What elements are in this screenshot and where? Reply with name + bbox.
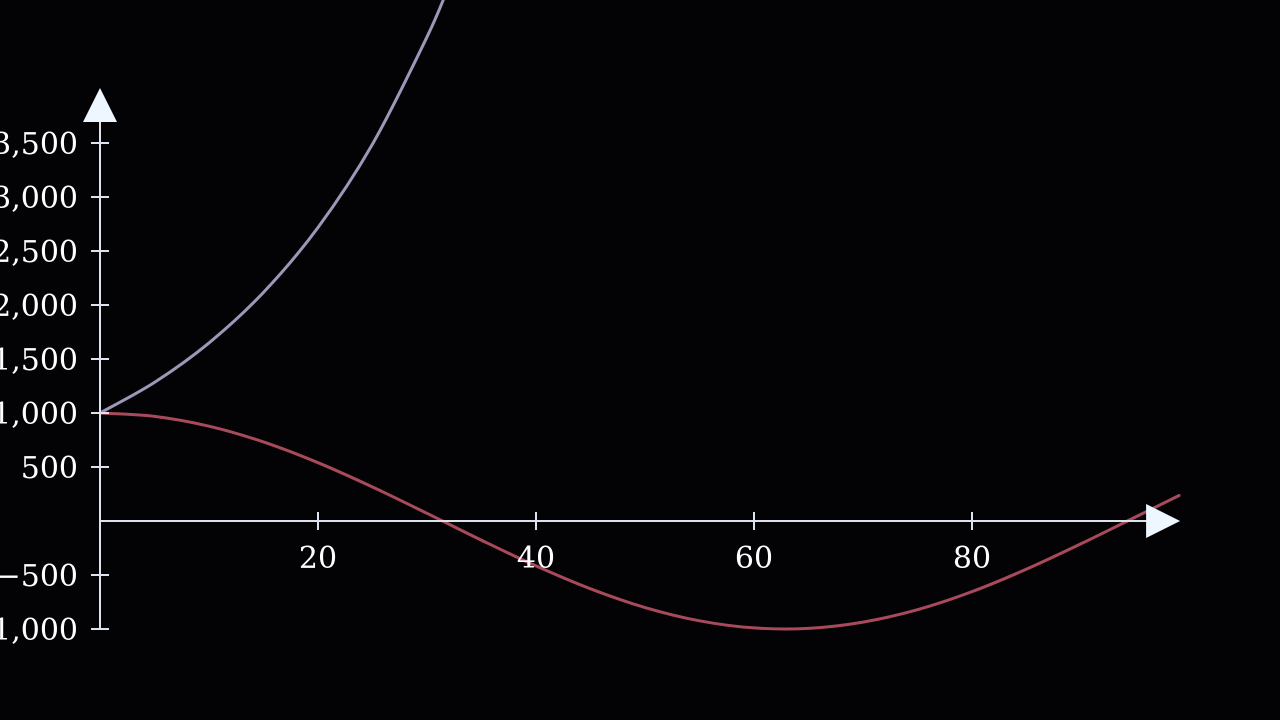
series-line-0 bbox=[98, 0, 445, 415]
tick-labels: 20 40 60 80 −1,000 −500 500 1,000 1,500 2,000 2,50… bbox=[0, 127, 991, 648]
axes bbox=[83, 88, 1181, 630]
y-tick-label: 1,500 bbox=[0, 343, 78, 378]
y-tick-label: 3,000 bbox=[0, 181, 78, 216]
y-axis-arrow-icon bbox=[83, 88, 117, 122]
x-axis-arrow-icon bbox=[1146, 504, 1181, 538]
x-tick-label: 80 bbox=[953, 541, 991, 576]
y-tick-label: 3,500 bbox=[0, 127, 78, 162]
y-tick-label: −500 bbox=[0, 559, 78, 594]
series-layer bbox=[98, 0, 1181, 631]
x-tick-label: 60 bbox=[735, 541, 773, 576]
y-tick-label: 2,000 bbox=[0, 289, 78, 324]
y-tick-label: 500 bbox=[21, 451, 78, 486]
y-tick-label: −1,000 bbox=[0, 613, 78, 648]
x-tick-label: 40 bbox=[517, 541, 555, 576]
x-tick-label: 20 bbox=[299, 541, 337, 576]
series-line-1 bbox=[98, 411, 1181, 631]
y-tick-label: 1,000 bbox=[0, 397, 78, 432]
y-tick-label: 2,500 bbox=[0, 235, 78, 270]
